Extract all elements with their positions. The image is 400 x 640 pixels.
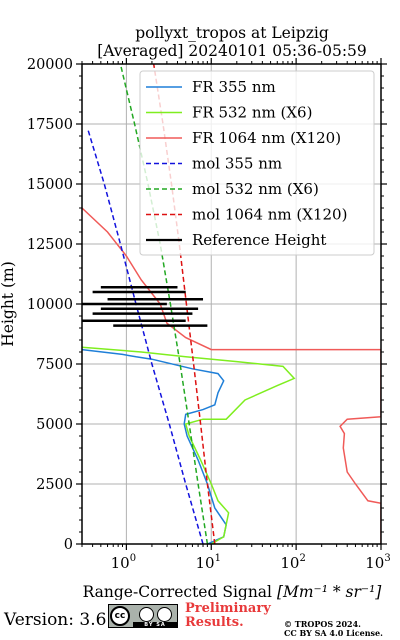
y-tick-label: 5000 (36, 417, 73, 433)
x-tick-label: 101 (196, 553, 221, 572)
x-tick-label: 103 (365, 553, 390, 572)
version-label: Version: 3.6 (4, 610, 107, 630)
by-icon (139, 607, 154, 622)
copyright-notice: © TROPOS 2024. CC BY SA 4.0 License. (284, 620, 383, 638)
y-tick-label: 15000 (27, 177, 73, 193)
series-line-2 (82, 207, 381, 544)
legend-label: FR 1064 nm (X120) (192, 129, 341, 147)
preliminary-notice: Preliminary Results. (185, 602, 271, 630)
series-line-4 (119, 64, 209, 544)
y-axis-label: Height (m) (0, 261, 17, 347)
legend-label: mol 532 nm (X6) (192, 180, 319, 198)
series-line-0 (82, 348, 227, 544)
copyright-line-2: CC BY SA 4.0 License. (284, 628, 383, 638)
preliminary-line-2: Results. (185, 615, 244, 630)
y-tick-label: 0 (64, 537, 73, 553)
legend-label: FR 532 nm (X6) (192, 104, 312, 122)
y-tick-label: 2500 (36, 477, 73, 493)
preliminary-line-1: Preliminary (185, 601, 271, 616)
chart-subtitle: [Averaged] 20240101 05:36-05:59 (97, 42, 367, 60)
legend-label: mol 355 nm (192, 155, 282, 173)
y-tick-label: 7500 (36, 357, 73, 373)
y-tick-label: 20000 (27, 57, 73, 73)
sa-icon (157, 607, 172, 622)
x-axis-label: Range-Corrected Signal [Mm⁻¹ * sr⁻¹] (83, 583, 383, 600)
license-badge-text: BY SA (133, 622, 177, 628)
legend-label: FR 355 nm (192, 78, 276, 96)
x-tick-label: 100 (111, 553, 136, 572)
y-tick-label: 17500 (27, 117, 73, 133)
legend-box (139, 70, 375, 256)
cc-license-badge: cc BY SA (108, 604, 178, 628)
series-line-3 (86, 128, 204, 544)
legend-label: Reference Height (192, 231, 326, 249)
y-tick-label: 10000 (27, 297, 73, 313)
series-line-1 (82, 346, 296, 544)
x-tick-label: 102 (280, 553, 305, 572)
chart-title: pollyxt_tropos at Leipzig (135, 24, 329, 42)
legend-label: mol 1064 nm (X120) (192, 206, 347, 224)
cc-logo-icon: cc (110, 606, 130, 626)
chart-svg: 100 101 102 103 0 2500 5000 7500 10000 12500 15000… (0, 24, 391, 600)
y-tick-label: 12500 (27, 237, 73, 253)
copyright-line-1: © TROPOS 2024. (284, 619, 361, 629)
